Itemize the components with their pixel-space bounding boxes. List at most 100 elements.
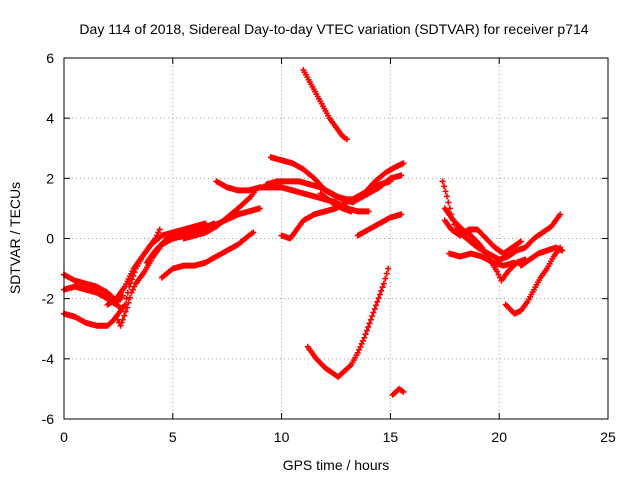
data-point xyxy=(123,295,130,302)
series-track-11 xyxy=(263,160,407,206)
data-point xyxy=(121,301,128,308)
data-point xyxy=(443,193,450,200)
data-point xyxy=(446,205,453,212)
data-point xyxy=(127,280,134,287)
series-track-17 xyxy=(389,385,407,398)
data-point xyxy=(375,295,382,302)
data-series xyxy=(61,67,566,398)
data-point xyxy=(365,208,372,215)
data-point xyxy=(361,334,368,341)
y-tick-label: -4 xyxy=(42,351,55,367)
data-point xyxy=(371,305,378,312)
series-track-20 xyxy=(441,217,524,257)
series-track-16 xyxy=(304,265,392,380)
data-point xyxy=(357,343,364,350)
data-point xyxy=(383,270,390,277)
data-point xyxy=(445,199,452,206)
data-point xyxy=(559,247,566,254)
data-point xyxy=(441,183,448,190)
data-point xyxy=(365,323,372,330)
x-tick-label: 5 xyxy=(169,429,177,445)
data-point xyxy=(114,316,121,323)
y-tick-label: 6 xyxy=(46,50,54,66)
data-point xyxy=(256,205,263,212)
data-point xyxy=(362,331,369,338)
data-point xyxy=(380,280,387,287)
data-point xyxy=(125,299,132,306)
data-point xyxy=(366,320,373,327)
series-track-15 xyxy=(300,67,350,143)
data-point xyxy=(400,160,407,167)
data-point xyxy=(117,322,124,329)
data-point xyxy=(348,208,355,215)
x-tick-label: 10 xyxy=(274,429,290,445)
y-tick-label: 4 xyxy=(46,110,54,126)
y-tick-label: 0 xyxy=(46,231,54,247)
data-point xyxy=(557,211,564,218)
data-point xyxy=(369,313,376,320)
data-point xyxy=(113,313,120,320)
data-point xyxy=(121,312,128,319)
series-track-13 xyxy=(317,190,355,215)
y-tick-label: -6 xyxy=(42,411,55,427)
series-track-08 xyxy=(180,187,259,242)
data-point xyxy=(511,259,518,266)
series-track-12 xyxy=(278,178,394,242)
data-point xyxy=(131,283,138,290)
data-point xyxy=(439,178,446,185)
axis-ticks: 0 5 10 15 20 25 -6 -4 -2 0 2 4 6 xyxy=(42,50,616,445)
series-track-22 xyxy=(502,244,564,317)
data-point xyxy=(122,308,129,315)
data-point xyxy=(119,316,126,323)
data-point xyxy=(376,291,383,298)
data-point xyxy=(155,229,162,236)
series-track-23 xyxy=(517,244,566,269)
data-point xyxy=(118,319,125,326)
data-point xyxy=(398,172,405,179)
data-point xyxy=(354,349,361,356)
data-point xyxy=(370,309,377,316)
x-axis-label: GPS time / hours xyxy=(283,457,390,473)
data-point xyxy=(363,327,370,334)
series-track-02 xyxy=(61,283,124,311)
chart-title: Day 114 of 2018, Sidereal Day-to-day VTE… xyxy=(79,21,588,37)
data-point xyxy=(124,304,131,311)
data-point xyxy=(382,275,389,282)
data-point xyxy=(385,265,392,272)
y-axis-label: SDTVAR / TECUs xyxy=(7,182,23,294)
y-tick-label: 2 xyxy=(46,170,54,186)
data-point xyxy=(494,268,501,275)
x-tick-label: 15 xyxy=(383,429,399,445)
grid-lines xyxy=(64,58,608,419)
series-track-03 xyxy=(61,226,163,329)
data-point xyxy=(517,238,524,245)
data-point xyxy=(400,388,407,395)
series-track-14 xyxy=(354,211,405,239)
data-point xyxy=(127,294,134,301)
data-point xyxy=(250,229,257,236)
data-point xyxy=(374,298,381,305)
data-point xyxy=(379,284,386,291)
data-point xyxy=(356,346,363,353)
data-point xyxy=(398,211,405,218)
data-point xyxy=(387,178,394,185)
x-tick-label: 25 xyxy=(600,429,616,445)
y-tick-label: -2 xyxy=(42,291,55,307)
series-track-07 xyxy=(158,229,257,281)
data-point xyxy=(358,340,365,347)
data-point xyxy=(128,289,135,296)
series-track-21 xyxy=(446,250,518,269)
data-point xyxy=(442,188,449,195)
data-point xyxy=(129,286,136,293)
x-tick-label: 20 xyxy=(491,429,507,445)
series-track-18 xyxy=(439,178,564,263)
data-point xyxy=(367,316,374,323)
data-point xyxy=(373,302,380,309)
data-point xyxy=(378,287,385,294)
data-point xyxy=(156,226,163,233)
data-point xyxy=(359,337,366,344)
data-point xyxy=(495,271,502,278)
data-point xyxy=(343,136,350,143)
x-tick-label: 0 xyxy=(60,429,68,445)
